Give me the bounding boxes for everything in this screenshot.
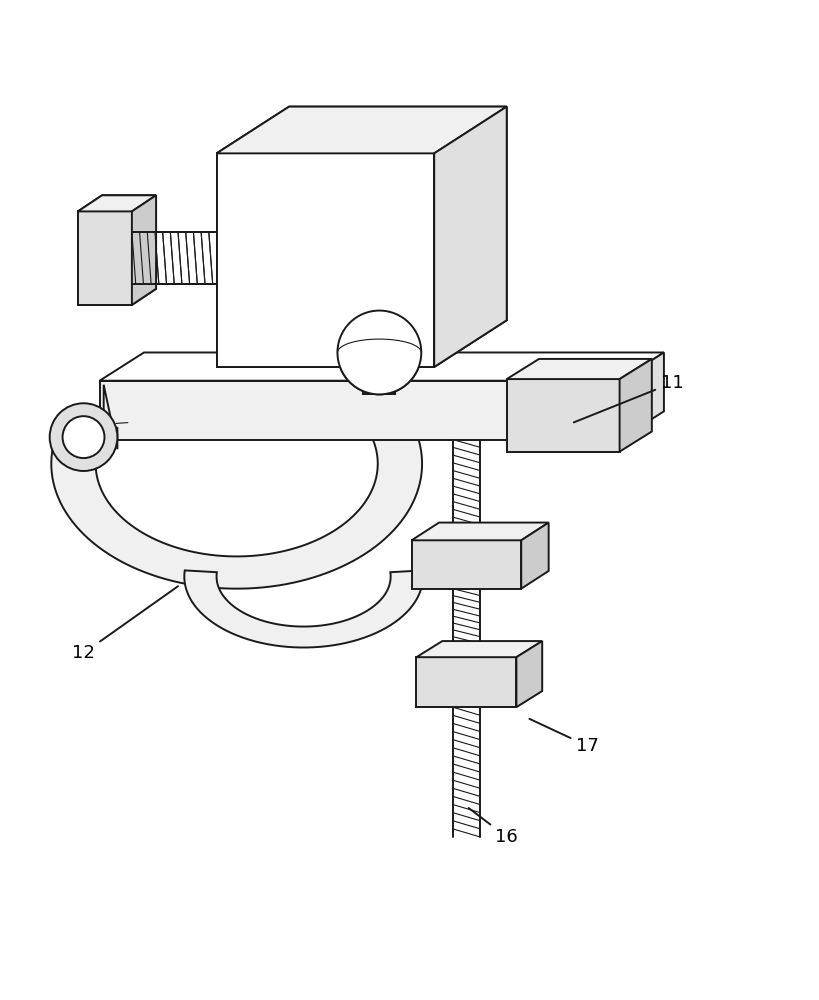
Polygon shape: [78, 211, 132, 305]
Polygon shape: [78, 195, 156, 211]
Polygon shape: [216, 107, 506, 153]
Text: 16: 16: [468, 808, 518, 846]
Circle shape: [62, 416, 104, 458]
Polygon shape: [216, 153, 433, 367]
Text: 17: 17: [529, 719, 598, 755]
Polygon shape: [52, 431, 422, 589]
Polygon shape: [103, 385, 117, 449]
Polygon shape: [132, 195, 156, 305]
Polygon shape: [100, 381, 619, 440]
Polygon shape: [619, 352, 663, 440]
Polygon shape: [216, 153, 433, 367]
Polygon shape: [433, 107, 506, 367]
Polygon shape: [78, 211, 132, 305]
Polygon shape: [506, 379, 619, 452]
Text: 12: 12: [72, 586, 178, 662]
Polygon shape: [411, 540, 521, 589]
Polygon shape: [78, 195, 156, 211]
Polygon shape: [184, 570, 423, 647]
Polygon shape: [411, 523, 548, 540]
Polygon shape: [521, 523, 548, 589]
Polygon shape: [363, 364, 395, 394]
Polygon shape: [216, 107, 506, 153]
Polygon shape: [416, 641, 541, 657]
Polygon shape: [132, 195, 156, 305]
Polygon shape: [100, 352, 663, 381]
Polygon shape: [619, 359, 651, 452]
Polygon shape: [506, 359, 651, 379]
Text: 11: 11: [573, 374, 682, 422]
Polygon shape: [416, 657, 516, 707]
Circle shape: [337, 311, 421, 394]
Circle shape: [50, 403, 117, 471]
Polygon shape: [516, 641, 541, 707]
Circle shape: [337, 311, 421, 394]
Polygon shape: [433, 107, 506, 367]
